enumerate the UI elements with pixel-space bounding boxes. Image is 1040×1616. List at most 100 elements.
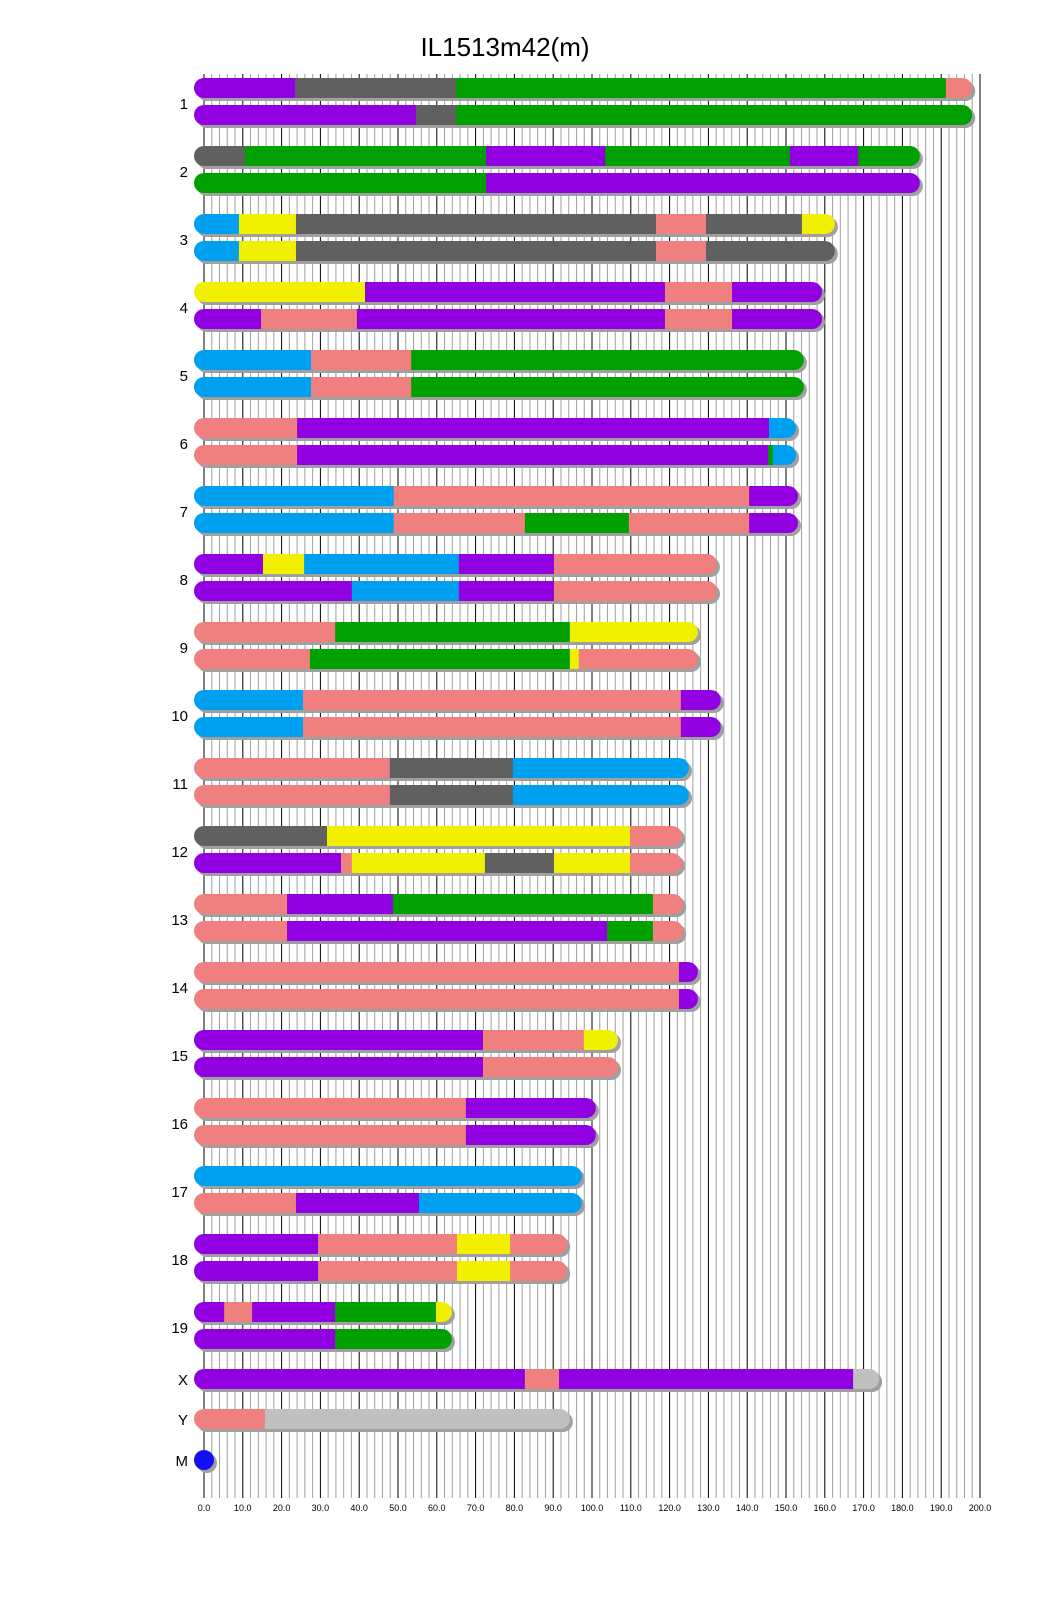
haplotype-bar [194,78,976,101]
segment-salmon [194,894,288,914]
x-tick-label: 100.0 [581,1503,604,1513]
haplotype-bar [194,1030,621,1053]
chromosome-label: 15 [171,1048,188,1065]
segment-purple [194,309,262,329]
segment-purple [194,1329,336,1349]
x-tick-label: 140.0 [736,1503,759,1513]
segment-green [768,445,774,465]
segment-gray [389,758,514,778]
segment-blue [194,486,395,506]
haplotype-bar [194,418,800,441]
segments [194,758,689,778]
segment-salmon [194,962,680,982]
chromosome-8: 8 [180,554,720,604]
haplotype-bar [194,1098,599,1121]
chromosome-label: X [178,1372,188,1389]
segment-gray [295,241,657,261]
segment-purple [789,146,859,166]
segment-salmon [628,513,750,533]
segment-green [335,622,571,642]
segment-salmon [393,513,526,533]
segment-salmon [194,921,288,941]
chromosome-14: 14 [171,962,701,1012]
segment-blue [512,758,689,778]
segment-purple [287,921,608,941]
segment-gray [706,241,835,261]
segment-gray [484,853,555,873]
chromosome-label: 17 [171,1184,188,1201]
segments [194,826,683,846]
segment-purple [458,554,555,574]
segments [194,1261,568,1281]
segment-purple [194,1261,319,1281]
segment-lightgray [853,1369,880,1389]
segments [194,173,920,193]
segments [194,486,799,506]
segments [194,894,684,914]
segment-blue [194,214,240,234]
chromosome-label: 10 [171,708,188,725]
segment-salmon [261,309,358,329]
chromosome-m: M [176,1450,217,1473]
segments [194,785,689,805]
segment-purple [365,282,666,302]
haplotype-bar [194,826,686,849]
segment-purple [194,853,342,873]
chromosome-label: 8 [180,572,188,589]
segments [194,622,698,642]
segments [194,78,973,98]
segment-purple [732,309,823,329]
chromosome-11: 11 [172,758,692,808]
segment-green [456,105,973,125]
segment-salmon [194,1125,467,1145]
segments [194,1234,568,1254]
haplotype-bar [194,282,826,305]
segment-yellow [583,1030,618,1050]
segments [194,350,804,370]
segment-salmon [224,1302,253,1322]
chromosome-12: 12 [171,826,686,876]
segment-green [858,146,920,166]
chromosome-y: Y [178,1409,573,1432]
haplotype-bar [194,649,701,672]
segment-blue [304,554,460,574]
segment-purple [749,486,799,506]
segment-salmon [524,1369,560,1389]
segment-yellow [456,1234,511,1254]
segment-purple [252,1302,336,1322]
segment-purple [194,1369,526,1389]
segments [194,1302,452,1322]
segments [194,989,698,1009]
x-tick-label: 70.0 [467,1503,485,1513]
x-tick-label: 0.0 [198,1503,211,1513]
chromosome-3: 3 [180,214,838,264]
segment-blue [194,1166,582,1186]
haplotype-bar [194,1234,571,1257]
chromosome-15: 15 [171,1030,621,1080]
haplotype-bar [194,758,692,781]
x-tick-label: 80.0 [506,1503,524,1513]
segments [194,962,698,982]
chromosome-label: 19 [171,1320,188,1337]
segment-blue [194,513,395,533]
segments [194,853,683,873]
chromosome-10: 10 [171,690,724,740]
x-tick-label: 110.0 [620,1503,642,1513]
haplotype-bar [194,690,724,713]
chromosome-label: 9 [180,640,188,657]
segment-salmon [340,853,353,873]
segment-green [524,513,630,533]
mito-marker [194,1450,214,1470]
segments [194,445,797,465]
haplotype-bar [194,486,802,509]
segment-yellow [326,826,631,846]
segment-salmon [393,486,750,506]
chromosome-1: 1 [180,78,976,128]
segment-purple [194,581,353,601]
segment-purple [486,173,920,193]
haplotype-bar [194,1409,573,1432]
segments [194,214,835,234]
chromosome-label: 4 [180,300,188,317]
segment-blue [512,785,689,805]
x-tick-label: 160.0 [814,1503,837,1513]
